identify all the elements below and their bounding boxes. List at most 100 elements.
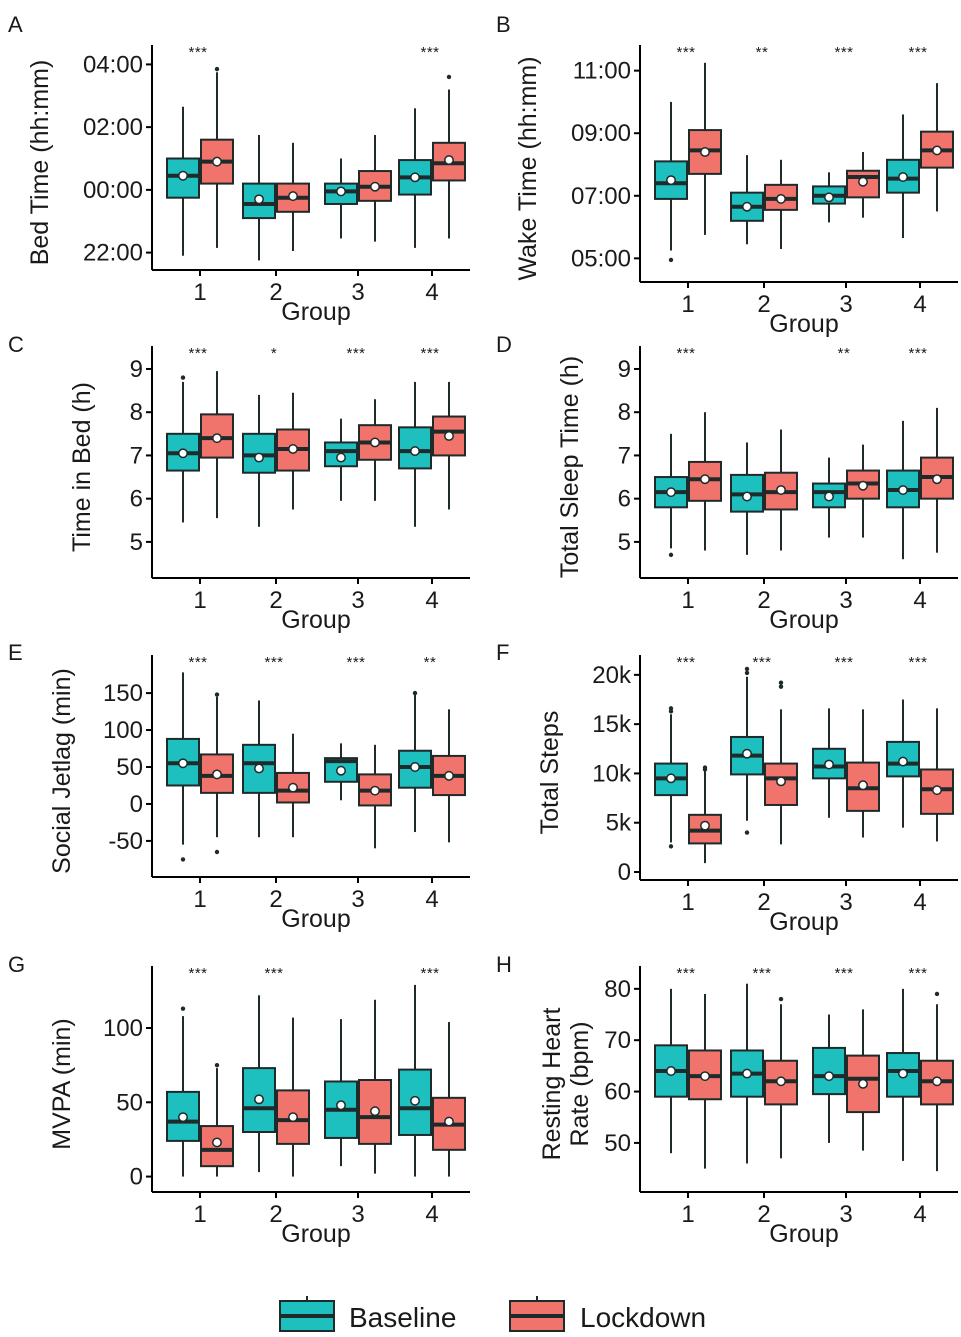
- y-axis-title: Total Sleep Time (h): [556, 356, 584, 578]
- box-mean-point: [700, 820, 710, 831]
- y-tick-label: 100: [103, 717, 143, 744]
- box-mean-point: [444, 431, 454, 441]
- significance-label: ***: [264, 965, 283, 982]
- box-lockdown-group-4: [432, 381, 466, 510]
- outlier-point: [180, 857, 186, 862]
- box-mean-point: [700, 474, 710, 485]
- x-tick-label: 3: [351, 1201, 364, 1228]
- box-mean-point: [288, 1112, 298, 1123]
- significance-label: ***: [676, 345, 695, 362]
- significance-label: ***: [908, 965, 927, 982]
- box-mean-point: [858, 480, 868, 491]
- panel-letter: G: [8, 952, 25, 977]
- panel-g: G 0 50 100 MVPA (min) 1 2 3 4 Group *** *** ***: [8, 952, 470, 1248]
- box-iqr: [276, 1089, 310, 1145]
- x-tick-label: 2: [269, 279, 282, 306]
- x-tick-label: 3: [839, 587, 852, 614]
- x-tick-label: 4: [913, 1201, 926, 1228]
- box-mean-point: [898, 485, 908, 495]
- x-tick-label: 4: [913, 291, 926, 318]
- box-lockdown-group-2: [276, 142, 310, 252]
- x-axis-title: Group: [281, 1220, 350, 1248]
- x-axis-title: Group: [769, 310, 838, 338]
- x-tick-label: 2: [269, 587, 282, 614]
- significance-label: ***: [420, 965, 439, 982]
- box-mean-point: [212, 433, 222, 444]
- box-iqr: [242, 182, 276, 220]
- box-baseline-group-1: [654, 101, 688, 263]
- box-baseline-group-3: [812, 708, 846, 818]
- y-tick-label: 02:00: [83, 114, 143, 141]
- box-baseline-group-1: [166, 672, 200, 862]
- y-tick-label: 22:00: [83, 240, 143, 267]
- box-iqr: [398, 749, 432, 789]
- outlier-point: [180, 375, 186, 380]
- box-mean-point: [932, 474, 942, 485]
- x-tick-label: 2: [269, 886, 282, 913]
- chart-panels: A 22:00 00:00 02:00 04:00 Bed Time (hh:mm) 1 2 3…: [8, 12, 958, 1248]
- box-baseline-group-1: [166, 106, 200, 256]
- box-mean-point: [254, 194, 264, 205]
- box-mean-point: [336, 452, 346, 463]
- significance-label: ***: [834, 965, 853, 982]
- outlier-point: [214, 849, 220, 855]
- x-tick-label: 1: [681, 587, 694, 614]
- box-lockdown-group-3: [846, 444, 880, 538]
- x-tick-label: 3: [351, 886, 364, 913]
- box-baseline-group-2: [242, 995, 276, 1173]
- y-tick-label: 50: [116, 1089, 143, 1116]
- x-tick-label: 4: [913, 587, 926, 614]
- x-tick-label: 3: [839, 889, 852, 916]
- box-mean-point: [824, 192, 834, 203]
- box-lockdown-group-1: [688, 62, 722, 235]
- significance-label: ***: [908, 44, 927, 61]
- box-baseline-group-2: [242, 700, 276, 838]
- y-tick-label: 00:00: [83, 177, 143, 204]
- box-mean-point: [824, 759, 834, 770]
- box-baseline-group-3: [324, 1019, 358, 1167]
- outlier-point: [180, 1006, 186, 1011]
- box-lockdown-group-4: [920, 708, 954, 842]
- y-tick-label: 10k: [592, 760, 632, 787]
- box-lockdown-group-2: [276, 733, 310, 838]
- box-baseline-group-2: [730, 983, 764, 1164]
- significance-label: ***: [752, 654, 771, 671]
- box-lockdown-group-1: [688, 412, 722, 551]
- box-baseline-group-4: [398, 108, 432, 248]
- box-mean-point: [410, 446, 420, 457]
- panel-f: F 0 5k 10k 15k 20k Total Steps 1 2 3 4 Group *** *** *…: [496, 640, 958, 936]
- box-lockdown-group-2: [764, 159, 798, 249]
- significance-label: ***: [188, 44, 207, 61]
- box-mean-point: [336, 186, 346, 197]
- x-tick-label: 2: [757, 889, 770, 916]
- box-baseline-group-3: [324, 743, 358, 801]
- x-axis-title: Group: [281, 298, 350, 326]
- box-mean-point: [898, 1068, 908, 1079]
- y-tick-label: 8: [618, 399, 631, 426]
- box-mean-point: [776, 776, 786, 787]
- box-mean-point: [410, 1095, 420, 1106]
- box-mean-point: [742, 491, 752, 502]
- legend-item-baseline: Baseline: [279, 1296, 456, 1333]
- y-tick-label: 15k: [592, 711, 632, 738]
- outlier-point: [668, 706, 674, 711]
- significance-label: ***: [752, 965, 771, 982]
- outlier-point: [934, 991, 940, 997]
- box-lockdown-group-1: [200, 66, 234, 248]
- y-tick-label: 6: [130, 486, 143, 513]
- box-mean-point: [666, 175, 676, 186]
- outlier-point: [778, 996, 784, 1002]
- box-baseline-group-4: [886, 114, 920, 239]
- y-tick-label: 7: [618, 442, 631, 469]
- box-baseline-group-4: [398, 690, 432, 833]
- box-baseline-group-2: [242, 394, 276, 527]
- x-axis-title: Group: [281, 905, 350, 933]
- significance-label: ***: [420, 345, 439, 362]
- significance-label: ***: [188, 965, 207, 982]
- outlier-point: [412, 690, 418, 696]
- outlier-point: [744, 670, 750, 676]
- box-mean-point: [212, 1137, 222, 1148]
- y-tick-label: 09:00: [571, 120, 631, 147]
- outlier-point: [668, 257, 674, 263]
- panel-letter: F: [496, 640, 509, 665]
